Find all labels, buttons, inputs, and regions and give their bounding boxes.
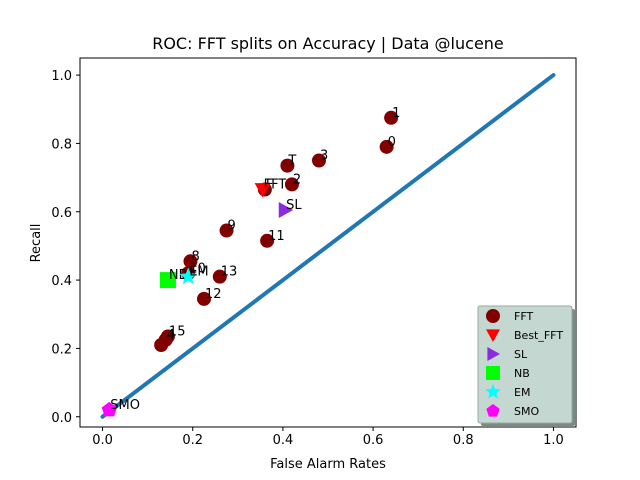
point-label: 10 <box>189 261 206 276</box>
point-label: 2 <box>293 172 301 187</box>
y-tick-label: 0.8 <box>51 137 72 152</box>
legend: FFT Best_FFT SL NB EM SMO <box>477 305 575 426</box>
y-axis-label: Recall <box>29 224 44 263</box>
data-point-fft <box>197 291 211 306</box>
point-label: 0 <box>388 135 396 150</box>
y-tick-label: 0.4 <box>51 274 72 289</box>
x-tick-label: 0.0 <box>92 433 113 448</box>
legend-label: NB <box>514 367 530 380</box>
point-label: 3 <box>320 149 328 164</box>
point-label: SMO <box>110 398 140 413</box>
data-point-fft <box>384 110 399 125</box>
point-label: T <box>287 154 296 169</box>
point-label: F <box>266 178 273 193</box>
data-point-fft <box>212 269 227 284</box>
diagonal-line <box>100 73 556 419</box>
y-tick-label: 0.2 <box>51 342 72 357</box>
y-tick-label: 1.0 <box>51 69 72 84</box>
point-label: 13 <box>221 265 238 280</box>
legend-marker-smo <box>486 404 500 417</box>
x-tick-label: 0.6 <box>363 433 384 448</box>
data-point-fft <box>280 158 295 173</box>
data-point-fft <box>219 223 234 238</box>
legend-marker-sl <box>487 347 500 361</box>
data-point-fft <box>379 139 394 154</box>
y-tick-label: 0.6 <box>51 206 72 221</box>
legend-box <box>477 305 573 424</box>
data-point-fft <box>154 338 169 352</box>
x-tick-label: 0.2 <box>182 433 203 448</box>
data-point-fft <box>311 153 326 168</box>
point-label: 9 <box>228 219 236 234</box>
point-label: 1 <box>392 106 400 121</box>
plot-area: 0.0 0.2 0.4 0.6 0.8 1.00.00.20.40.60.81.0103T… <box>51 57 577 448</box>
point-label: 12 <box>205 287 222 302</box>
point-label: 8 <box>191 249 199 264</box>
point-label: SL <box>286 198 302 213</box>
legend-marker-best-fft <box>486 329 500 342</box>
y-tick-label: 0.0 <box>51 411 72 426</box>
legend-marker-em <box>485 383 501 399</box>
x-axis-label: False Alarm Rates <box>270 457 386 472</box>
point-label: 11 <box>268 229 285 244</box>
legend-label: FFT <box>514 310 533 323</box>
data-point-best-fft <box>254 183 271 198</box>
legend-marker-fft <box>486 309 500 323</box>
data-point-sl <box>278 202 294 219</box>
data-point-fft <box>183 254 198 269</box>
chart-title: ROC: FFT splits on Accuracy | Data @luce… <box>152 34 504 53</box>
x-tick-label: 0.8 <box>453 433 474 448</box>
data-point-smo <box>101 401 117 417</box>
x-tick-label: 1.0 <box>543 433 564 448</box>
legend-label: SMO <box>514 405 539 418</box>
data-point-em <box>179 267 197 285</box>
legend-marker-nb <box>486 366 500 380</box>
data-point-fft <box>260 233 275 248</box>
data-point-nb <box>159 272 176 289</box>
x-tick-label: 0.4 <box>273 433 294 448</box>
data-point-fft <box>284 177 299 192</box>
legend-label: SL <box>514 348 528 361</box>
point-label: 15 <box>169 324 186 339</box>
point-label: FFT <box>264 178 287 193</box>
point-label: NB <box>169 268 188 283</box>
point-label: 4 <box>167 328 175 343</box>
point-label: EM <box>189 265 208 280</box>
legend-label: Best_FFT <box>514 329 563 342</box>
legend-label: EM <box>514 386 530 399</box>
axes-frame <box>79 57 577 428</box>
